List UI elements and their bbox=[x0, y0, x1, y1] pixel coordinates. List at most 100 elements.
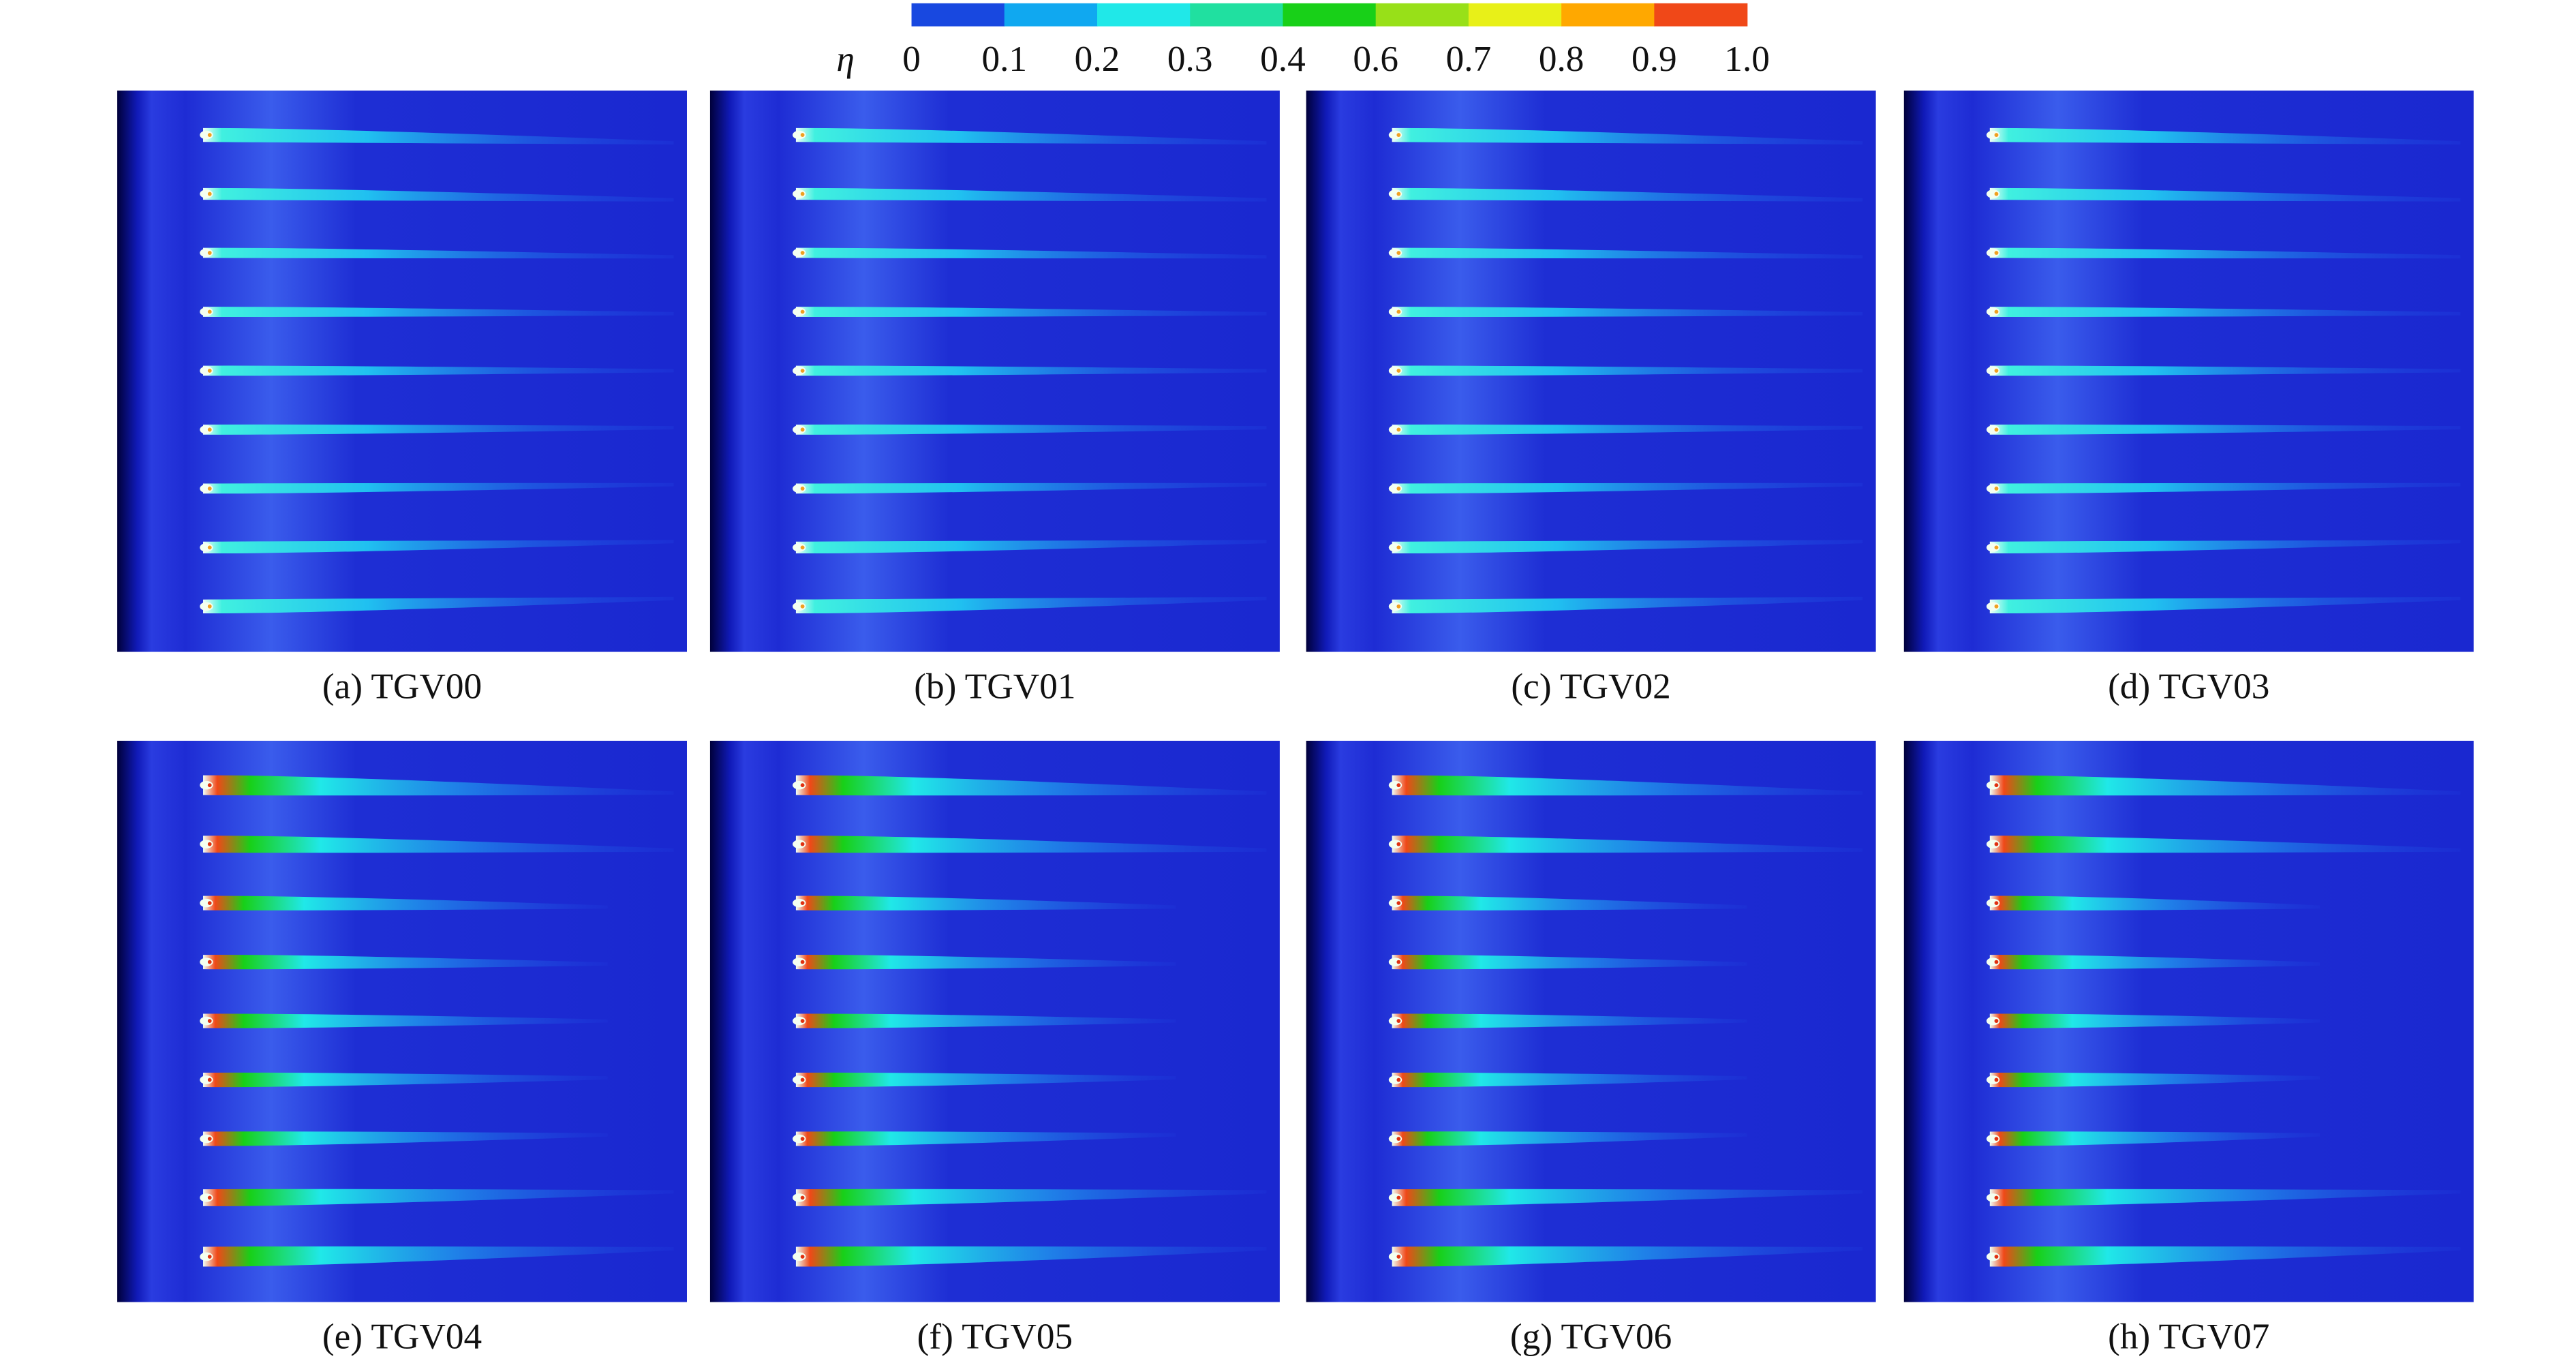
hole-core bbox=[1396, 545, 1401, 550]
coolant-hole bbox=[1986, 780, 2000, 790]
film-streak bbox=[1989, 895, 2320, 910]
coolant-hole bbox=[1388, 484, 1402, 493]
hole-core bbox=[1994, 192, 1999, 196]
hole-core bbox=[1994, 1195, 1999, 1200]
colorbar-swatch bbox=[1283, 3, 1377, 27]
coolant-hole bbox=[793, 1075, 806, 1084]
coolant-hole bbox=[793, 189, 806, 198]
film-streak bbox=[1989, 424, 2461, 435]
colorbar-label: 1.0 bbox=[1724, 39, 1770, 79]
coolant-hole bbox=[200, 425, 213, 434]
coolant-hole bbox=[793, 1016, 806, 1026]
hole-core bbox=[207, 1195, 212, 1200]
coolant-hole bbox=[793, 602, 806, 611]
coolant-hole bbox=[793, 780, 806, 790]
coolant-hole bbox=[1986, 248, 2000, 258]
coolant-hole bbox=[1388, 366, 1402, 376]
colorbar-swatch bbox=[911, 3, 1005, 27]
hole-core bbox=[1994, 783, 1999, 788]
coolant-hole bbox=[200, 366, 213, 376]
hole-core bbox=[207, 604, 212, 609]
hole-core bbox=[800, 1195, 805, 1200]
coolant-hole bbox=[200, 248, 213, 258]
film-streak bbox=[1392, 596, 1863, 614]
film-streak bbox=[1989, 1189, 2461, 1206]
hole-core bbox=[207, 427, 212, 432]
film-streak bbox=[203, 1131, 608, 1146]
hole-core bbox=[800, 960, 805, 964]
film-streak bbox=[795, 895, 1176, 910]
hole-core bbox=[207, 1019, 212, 1023]
hole-core bbox=[207, 369, 212, 373]
hole-core bbox=[1396, 901, 1401, 906]
hole-core bbox=[1396, 487, 1401, 491]
film-streak bbox=[1392, 483, 1863, 494]
film-streak bbox=[1989, 596, 2461, 614]
colorbar-label: 0.3 bbox=[1167, 39, 1213, 79]
coolant-hole bbox=[200, 840, 213, 848]
film-streak bbox=[203, 1246, 674, 1267]
coolant-hole bbox=[1388, 898, 1402, 908]
coolant-hole bbox=[200, 307, 213, 316]
coolant-hole bbox=[1986, 958, 2000, 966]
colorbar-swatch bbox=[1097, 3, 1191, 27]
film-streak bbox=[1392, 424, 1863, 435]
film-streak bbox=[1392, 1072, 1747, 1088]
coolant-hole bbox=[793, 484, 806, 493]
film-streak bbox=[795, 1189, 1267, 1206]
film-streak bbox=[795, 127, 1267, 145]
film-streak bbox=[795, 247, 1267, 259]
coolant-hole bbox=[1388, 307, 1402, 316]
hole-core bbox=[800, 604, 805, 609]
coolant-hole bbox=[200, 958, 213, 966]
film-streak bbox=[1392, 1013, 1747, 1028]
hole-core bbox=[1994, 1019, 1999, 1023]
coolant-hole bbox=[1388, 543, 1402, 552]
film-streak bbox=[1392, 1246, 1863, 1267]
film-streak bbox=[795, 540, 1267, 554]
coolant-hole bbox=[200, 1252, 213, 1261]
film-streak bbox=[203, 895, 608, 910]
coolant-hole bbox=[1986, 307, 2000, 316]
colorbar-label: 0.6 bbox=[1353, 39, 1398, 79]
coolant-hole bbox=[1986, 840, 2000, 848]
panel-caption: (e) TGV04 bbox=[322, 1316, 482, 1356]
coolant-hole bbox=[1986, 898, 2000, 908]
hole-core bbox=[1396, 1019, 1401, 1023]
hole-core bbox=[1396, 960, 1401, 964]
coolant-hole bbox=[1388, 1193, 1402, 1202]
colorbar-label: 0.8 bbox=[1539, 39, 1584, 79]
film-streak bbox=[203, 424, 674, 435]
film-streak bbox=[795, 1131, 1176, 1146]
colorbar-label: 0.4 bbox=[1260, 39, 1306, 79]
coolant-hole bbox=[793, 898, 806, 908]
hole-core bbox=[207, 1077, 212, 1082]
colorbar-swatch bbox=[1004, 3, 1098, 27]
panel-caption: (b) TGV01 bbox=[914, 666, 1075, 706]
film-streak bbox=[1392, 836, 1863, 853]
coolant-hole bbox=[1986, 1134, 2000, 1144]
hole-core bbox=[1396, 251, 1401, 255]
coolant-hole bbox=[200, 484, 213, 493]
hole-core bbox=[1396, 427, 1401, 432]
coolant-hole bbox=[793, 307, 806, 316]
hole-core bbox=[1994, 960, 1999, 964]
hole-core bbox=[1994, 842, 1999, 846]
coolant-hole bbox=[1388, 958, 1402, 966]
coolant-hole bbox=[1388, 602, 1402, 611]
coolant-hole bbox=[1388, 780, 1402, 790]
coolant-hole bbox=[793, 248, 806, 258]
hole-core bbox=[1396, 1195, 1401, 1200]
hole-core bbox=[1994, 251, 1999, 255]
film-streak bbox=[1392, 1131, 1747, 1146]
panel-caption: (a) TGV00 bbox=[322, 666, 482, 706]
film-streak bbox=[1392, 1189, 1863, 1206]
hole-core bbox=[1396, 192, 1401, 196]
hole-core bbox=[207, 309, 212, 314]
coolant-hole bbox=[1986, 1016, 2000, 1026]
film-streak bbox=[1989, 836, 2461, 853]
colorbar-swatch bbox=[1190, 3, 1284, 27]
film-streak bbox=[203, 955, 608, 970]
film-streak bbox=[203, 483, 674, 494]
